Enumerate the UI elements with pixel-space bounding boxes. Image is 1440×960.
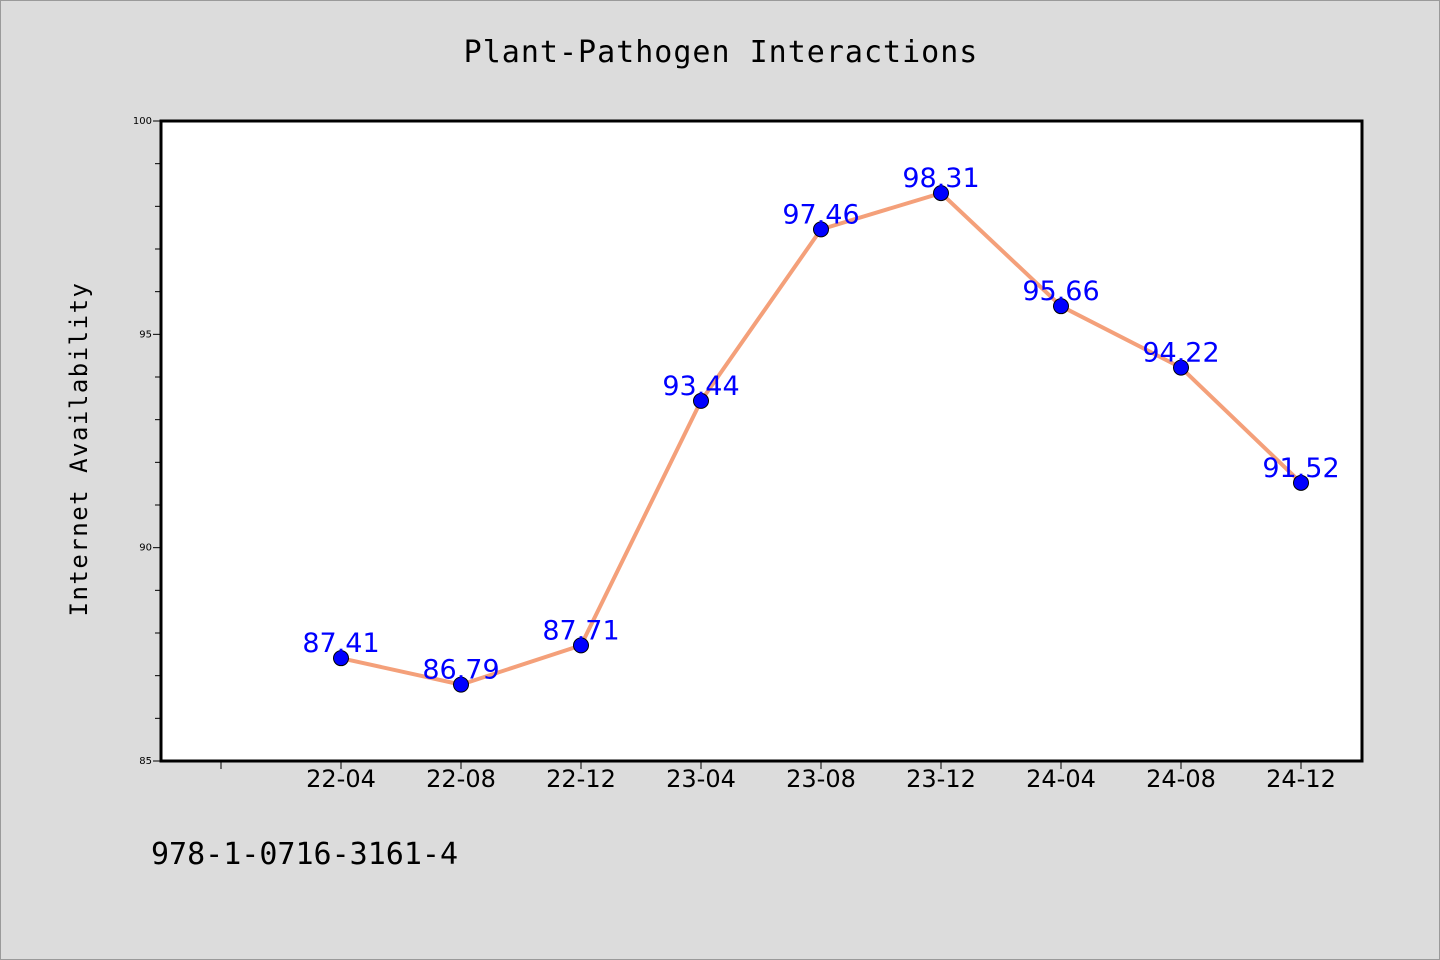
y-tick-label: 95 [139,329,152,340]
y-axis-label: Internet Availability [65,282,93,617]
data-point [1173,359,1189,376]
data-label: 87.71 [542,615,619,646]
footer-code: 978-1-0716-3161-4 [151,837,459,872]
data-point [1053,298,1069,315]
data-label: 93.44 [662,371,739,402]
data-point [1293,474,1309,491]
axes: 85 90 95 100 22-04 22-08 22-12 23-04 23-08 23-12 2… [133,116,1336,793]
data-label: 97.46 [782,199,859,230]
data-label: 87.41 [302,628,379,659]
data-point [813,221,829,238]
data-label: 98.31 [902,163,979,194]
x-tick-label: 24-04 [1026,765,1096,793]
data-point [573,637,589,654]
plot-area [161,121,1362,761]
x-tick-label: 22-04 [306,765,376,793]
data-point [933,185,949,202]
data-point [693,392,709,409]
data-label: 94.22 [1142,338,1219,369]
series-layer: 87.41 86.79 87.71 93.44 97.46 98.31 95.66 94.22… [302,163,1340,693]
x-tick-label: 22-12 [546,765,616,793]
data-label: 95.66 [1022,276,1099,307]
data-point [333,650,349,667]
y-tick-label: 85 [139,756,152,767]
x-tick-label: 24-08 [1146,765,1216,793]
y-tick-label: 90 [139,543,152,554]
plot-frame [159,119,1364,763]
data-label: 91.52 [1262,453,1339,484]
y-tick-label: 100 [133,116,152,127]
x-tick-label: 23-04 [666,765,736,793]
chart-title: Plant-Pathogen Interactions [463,35,979,70]
x-tick-label: 23-08 [786,765,856,793]
data-label: 86.79 [422,655,499,686]
data-point [453,676,469,693]
x-tick-label: 22-08 [426,765,496,793]
x-tick-label: 24-12 [1266,765,1336,793]
x-tick-label: 23-12 [906,765,976,793]
